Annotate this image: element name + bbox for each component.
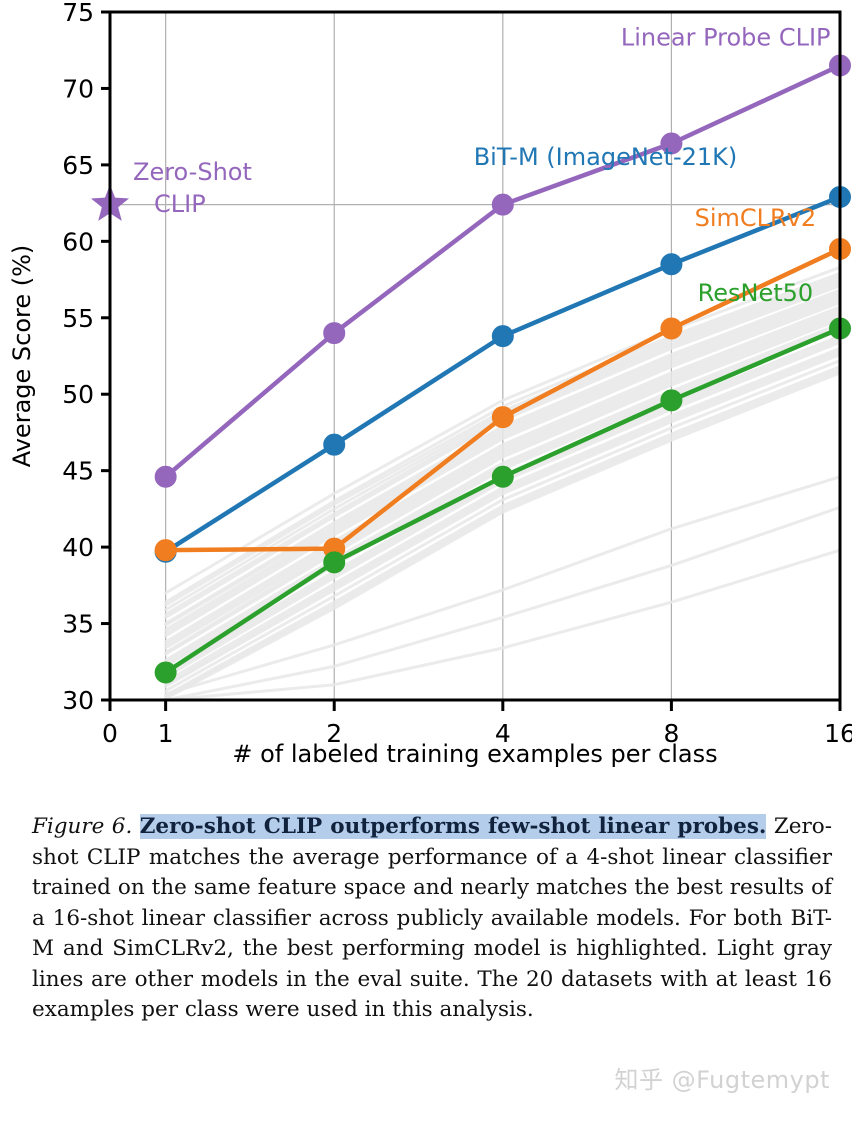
caption-body: Zero-shot CLIP matches the average perfo… <box>32 814 832 1023</box>
y-tick-label-35: 35 <box>62 610 94 639</box>
background-model-line-23 <box>164 308 842 647</box>
series-0 <box>154 54 851 488</box>
zero-shot-clip-label-line2: CLIP <box>154 190 206 218</box>
x-axis-ticks: 0 1 2 4 8 16 <box>102 700 852 748</box>
background-model-line-24 <box>164 314 842 655</box>
chart-svg: Zero-Shot CLIP Linear Probe CLIP BiT-M (I… <box>8 0 852 768</box>
y-tick-label-45: 45 <box>62 457 94 486</box>
y-axis-title: Average Score (%) <box>8 245 36 468</box>
background-model-line-29 <box>164 475 842 696</box>
background-model-line-28 <box>164 368 842 699</box>
y-tick-label-50: 50 <box>62 380 94 409</box>
series-point <box>491 406 514 429</box>
caption-figure-number: Figure 6. <box>32 814 133 839</box>
chart-figure: Zero-Shot CLIP Linear Probe CLIP BiT-M (I… <box>8 0 852 768</box>
x-tick-label-16: 16 <box>824 719 852 748</box>
figure-caption: Figure 6. Zero-shot CLIP outperforms few… <box>32 812 832 1026</box>
background-model-line-0 <box>164 265 842 595</box>
watermark-text: 知乎 @Fugtemypt <box>614 1066 830 1094</box>
series-point <box>660 389 683 412</box>
background-model-line-6 <box>164 300 842 638</box>
caption-headline: Zero-shot CLIP outperforms few-shot line… <box>139 814 767 839</box>
y-tick-label-75: 75 <box>62 0 94 27</box>
series-inline-labels: Linear Probe CLIP BiT-M (ImageNet-21K) Sim… <box>474 24 831 307</box>
series-point <box>154 661 177 684</box>
background-model-line-21 <box>164 291 842 627</box>
background-model-line-31 <box>164 548 842 702</box>
x-tick-label-4: 4 <box>495 719 511 748</box>
series-point <box>154 465 177 488</box>
background-model-line-15 <box>164 352 842 688</box>
series-point <box>323 322 346 345</box>
series-label-1: BiT-M (ImageNet-21K) <box>474 143 738 171</box>
series-point <box>491 325 514 348</box>
background-model-line-17 <box>164 365 842 697</box>
series-point <box>323 433 346 456</box>
background-model-line-16 <box>164 359 842 693</box>
background-model-line-8 <box>164 311 842 650</box>
background-model-line-22 <box>164 297 842 635</box>
series-point <box>660 132 683 155</box>
background-model-line-9 <box>164 317 842 656</box>
x-tick-label-8: 8 <box>663 719 679 748</box>
y-tick-label-30: 30 <box>62 686 94 715</box>
x-tick-label-1: 1 <box>158 719 174 748</box>
x-tick-label-0: 0 <box>102 719 118 748</box>
background-model-line-7 <box>164 305 842 644</box>
series-label-2: SimCLRv2 <box>695 204 817 232</box>
series-point <box>491 465 514 488</box>
series-point <box>660 253 683 276</box>
background-model-line-10 <box>164 322 842 662</box>
series-point <box>323 551 346 574</box>
y-tick-label-70: 70 <box>62 74 94 103</box>
y-tick-label-65: 65 <box>62 151 94 180</box>
background-model-line-30 <box>164 505 842 702</box>
y-tick-label-55: 55 <box>62 304 94 333</box>
series-point <box>491 193 514 216</box>
y-tick-label-60: 60 <box>62 227 94 256</box>
zero-shot-clip-label-line1: Zero-Shot <box>133 158 252 186</box>
background-model-line-5 <box>164 294 842 632</box>
x-tick-label-2: 2 <box>326 719 342 748</box>
plot-spines <box>108 10 842 702</box>
x-axis-title: # of labeled training examples per class <box>232 740 717 768</box>
series-point <box>660 317 683 340</box>
series-point <box>154 539 177 562</box>
y-tick-label-40: 40 <box>62 533 94 562</box>
series-label-3: ResNet50 <box>698 279 814 307</box>
series-label-0: Linear Probe CLIP <box>621 24 831 52</box>
y-axis-ticks: 30 35 40 45 50 55 60 65 70 75 <box>62 0 110 715</box>
background-model-line-18 <box>164 371 842 700</box>
background-model-line-27 <box>164 349 842 687</box>
